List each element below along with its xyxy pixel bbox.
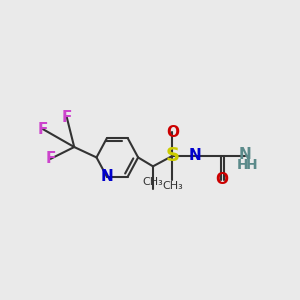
Text: F: F: [38, 122, 48, 137]
Text: H: H: [236, 158, 248, 172]
Text: F: F: [45, 152, 56, 166]
Text: H: H: [246, 158, 257, 172]
Text: O: O: [166, 125, 179, 140]
Text: N: N: [100, 169, 113, 184]
Text: S: S: [165, 146, 179, 165]
Text: N: N: [239, 147, 251, 162]
Text: N: N: [188, 148, 201, 164]
Text: F: F: [61, 110, 72, 125]
Text: O: O: [215, 172, 228, 187]
Text: CH₃: CH₃: [142, 177, 163, 187]
Text: CH₃: CH₃: [162, 181, 183, 191]
